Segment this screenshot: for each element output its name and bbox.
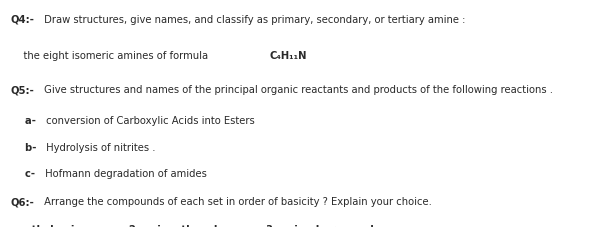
Text: Draw structures, give names, and classify as primary, secondary, or tertiary ami: Draw structures, give names, and classif…: [41, 15, 466, 25]
Text: Arrange the compounds of each set in order of basicity ? Explain your choice.: Arrange the compounds of each set in ord…: [41, 197, 432, 207]
Text: 2-aminoethanol,: 2-aminoethanol,: [115, 225, 222, 227]
Text: Hydrolysis of nitrites .: Hydrolysis of nitrites .: [43, 143, 156, 153]
Text: c-: c-: [11, 169, 35, 179]
Text: C₄H₁₁N: C₄H₁₁N: [269, 51, 307, 61]
Text: a-: a-: [11, 116, 35, 126]
Text: Q6:-: Q6:-: [11, 197, 34, 207]
Text: Hofmann degradation of amides: Hofmann degradation of amides: [41, 169, 206, 179]
Text: conversion of Carboxylic Acids into Esters: conversion of Carboxylic Acids into Este…: [43, 116, 255, 126]
Text: Q5:-: Q5:-: [11, 85, 34, 95]
Text: 3-amino-l-propanol: 3-amino-l-propanol: [252, 225, 374, 227]
Text: ethylamine,: ethylamine,: [11, 225, 92, 227]
Text: b-: b-: [11, 143, 36, 153]
Text: the eight isomeric amines of formula: the eight isomeric amines of formula: [11, 51, 211, 61]
Text: Q4:-: Q4:-: [11, 15, 34, 25]
Text: Give structures and names of the principal organic reactants and products of the: Give structures and names of the princip…: [41, 85, 553, 95]
